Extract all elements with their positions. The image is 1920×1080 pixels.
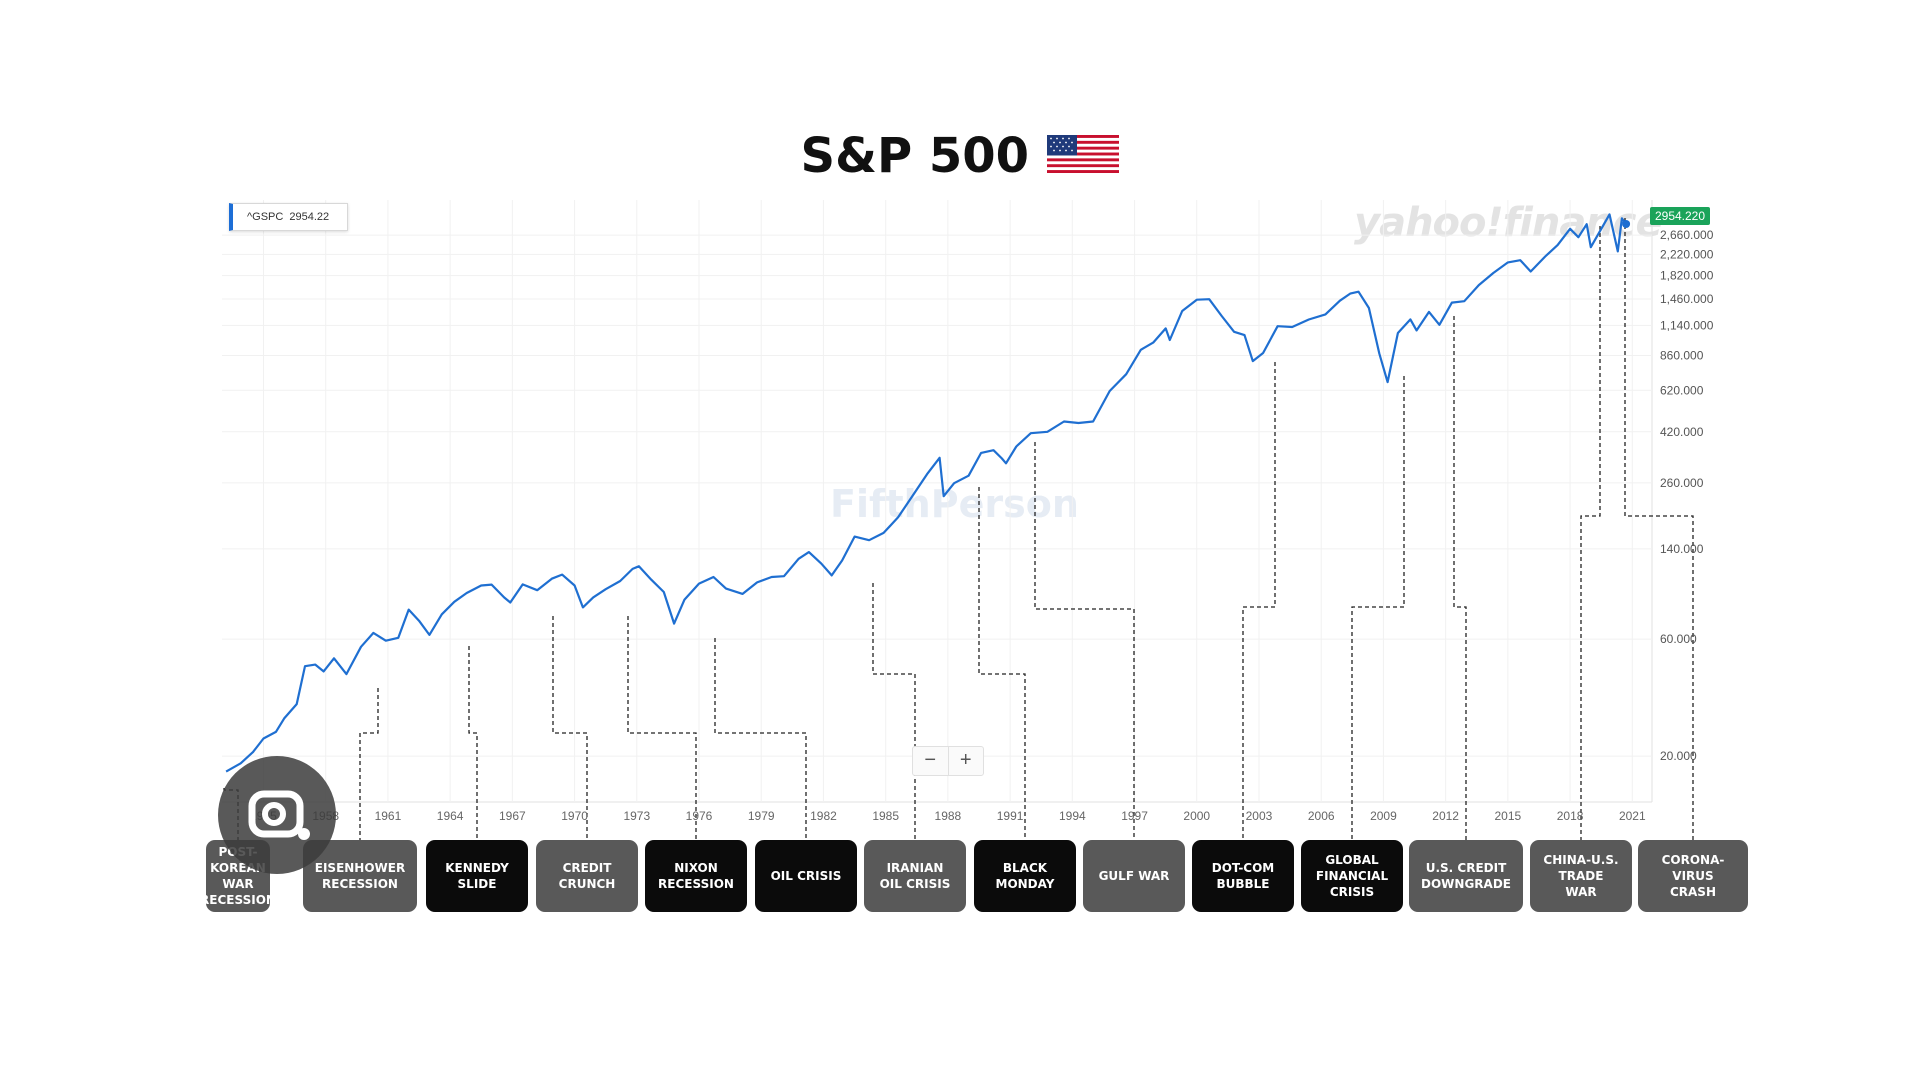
last-price-dot xyxy=(1622,220,1631,228)
ticker-value: 2954.22 xyxy=(289,211,330,223)
event-label: EISENHOWER RECESSION xyxy=(303,840,417,912)
x-tick-label: 2000 xyxy=(1183,809,1210,823)
x-tick-label: 2021 xyxy=(1619,809,1646,823)
y-tick-label: 860.000 xyxy=(1660,348,1704,362)
zoom-out-button[interactable]: − xyxy=(924,749,937,771)
series-line-gspc xyxy=(225,213,1627,773)
y-tick-label: 2,220.000 xyxy=(1660,247,1714,261)
annotation-connector xyxy=(1624,218,1694,840)
event-label: CORONA- VIRUS CRASH xyxy=(1638,840,1748,912)
chart-grid xyxy=(222,200,1653,803)
annotation-connector xyxy=(552,616,588,840)
event-label: BLACK MONDAY xyxy=(974,840,1076,912)
annotation-connector xyxy=(359,688,379,840)
annotation-connector xyxy=(627,616,697,840)
annotation-connector xyxy=(978,487,1026,840)
ticker-legend: ^GSPC 2954.22 xyxy=(229,203,349,231)
event-label: GLOBAL FINANCIAL CRISIS xyxy=(1301,840,1403,912)
y-tick-label: 2,660.000 xyxy=(1660,228,1714,242)
annotation-connector xyxy=(1034,442,1135,840)
x-tick-label: 1994 xyxy=(1059,809,1086,823)
x-tick-label: 2003 xyxy=(1246,809,1273,823)
y-tick-label: 1,820.000 xyxy=(1660,269,1714,283)
annotation-connector xyxy=(1580,226,1601,840)
x-tick-label: 2018 xyxy=(1557,809,1584,823)
x-tick-label: 2006 xyxy=(1308,809,1335,823)
annotation-lines xyxy=(223,218,1694,840)
y-tick-label: 420.000 xyxy=(1660,425,1704,439)
event-label: NIXON RECESSION xyxy=(645,840,747,912)
y-tick-label: 20.000 xyxy=(1660,749,1697,763)
y-tick-label: 140.000 xyxy=(1660,542,1704,556)
event-label: KENNEDY SLIDE xyxy=(426,840,528,912)
x-axis-ticks: 1955195819611964196719701973197619791982… xyxy=(250,809,1646,823)
us-flag-icon xyxy=(1047,134,1120,178)
annotation-connector xyxy=(1242,362,1276,840)
x-tick-label: 1967 xyxy=(499,809,526,823)
x-tick-label: 1988 xyxy=(935,809,962,823)
x-tick-label: 1961 xyxy=(375,809,402,823)
x-tick-label: 1979 xyxy=(748,809,775,823)
y-tick-label: 620.000 xyxy=(1660,383,1704,397)
x-tick-label: 1997 xyxy=(1121,809,1148,823)
zoom-in-button[interactable]: + xyxy=(959,749,972,771)
y-tick-label: 1,460.000 xyxy=(1660,292,1714,306)
chart-title: S&P 500 xyxy=(800,128,1030,184)
annotation-connector xyxy=(1453,316,1467,840)
event-label: CHINA-U.S. TRADE WAR xyxy=(1530,840,1632,912)
x-tick-label: 1964 xyxy=(437,809,464,823)
x-tick-label: 1985 xyxy=(872,809,899,823)
svg-text:2954.220: 2954.220 xyxy=(1655,209,1705,223)
y-tick-label: 1,140.000 xyxy=(1660,318,1714,332)
y-tick-label: 60.000 xyxy=(1660,632,1697,646)
event-label: IRANIAN OIL CRISIS xyxy=(864,840,966,912)
title-row: S&P 500 xyxy=(0,128,1920,184)
event-label: CREDIT CRUNCH xyxy=(536,840,638,912)
ticker-symbol: ^GSPC xyxy=(247,211,284,223)
x-tick-label: 1982 xyxy=(810,809,837,823)
last-price-badge: 2954.220 xyxy=(1650,207,1710,225)
event-label: GULF WAR xyxy=(1083,840,1185,912)
annotation-connector xyxy=(1351,376,1405,840)
x-tick-label: 1976 xyxy=(686,809,713,823)
x-tick-label: 1973 xyxy=(623,809,650,823)
camera-lens-icon[interactable] xyxy=(218,756,336,874)
y-axis-ticks: 20.000 60.000 140.000 260.000 420.000 620.000… xyxy=(1660,228,1714,763)
x-tick-label: 2012 xyxy=(1432,809,1459,823)
fifthperson-watermark: FifthPerson xyxy=(830,482,1079,526)
event-label: DOT-COM BUBBLE xyxy=(1192,840,1294,912)
x-tick-label: 1970 xyxy=(561,809,588,823)
x-tick-label: 2015 xyxy=(1495,809,1522,823)
zoom-control[interactable]: − + xyxy=(912,746,984,776)
zoom-separator xyxy=(947,747,949,775)
event-label: OIL CRISIS xyxy=(755,840,857,912)
y-tick-label: 260.000 xyxy=(1660,476,1704,490)
event-label: U.S. CREDIT DOWNGRADE xyxy=(1409,840,1523,912)
x-tick-label: 1991 xyxy=(997,809,1024,823)
annotation-connector xyxy=(872,583,916,840)
x-tick-label: 2009 xyxy=(1370,809,1397,823)
annotation-connector xyxy=(714,638,807,840)
annotation-connector xyxy=(468,646,478,840)
